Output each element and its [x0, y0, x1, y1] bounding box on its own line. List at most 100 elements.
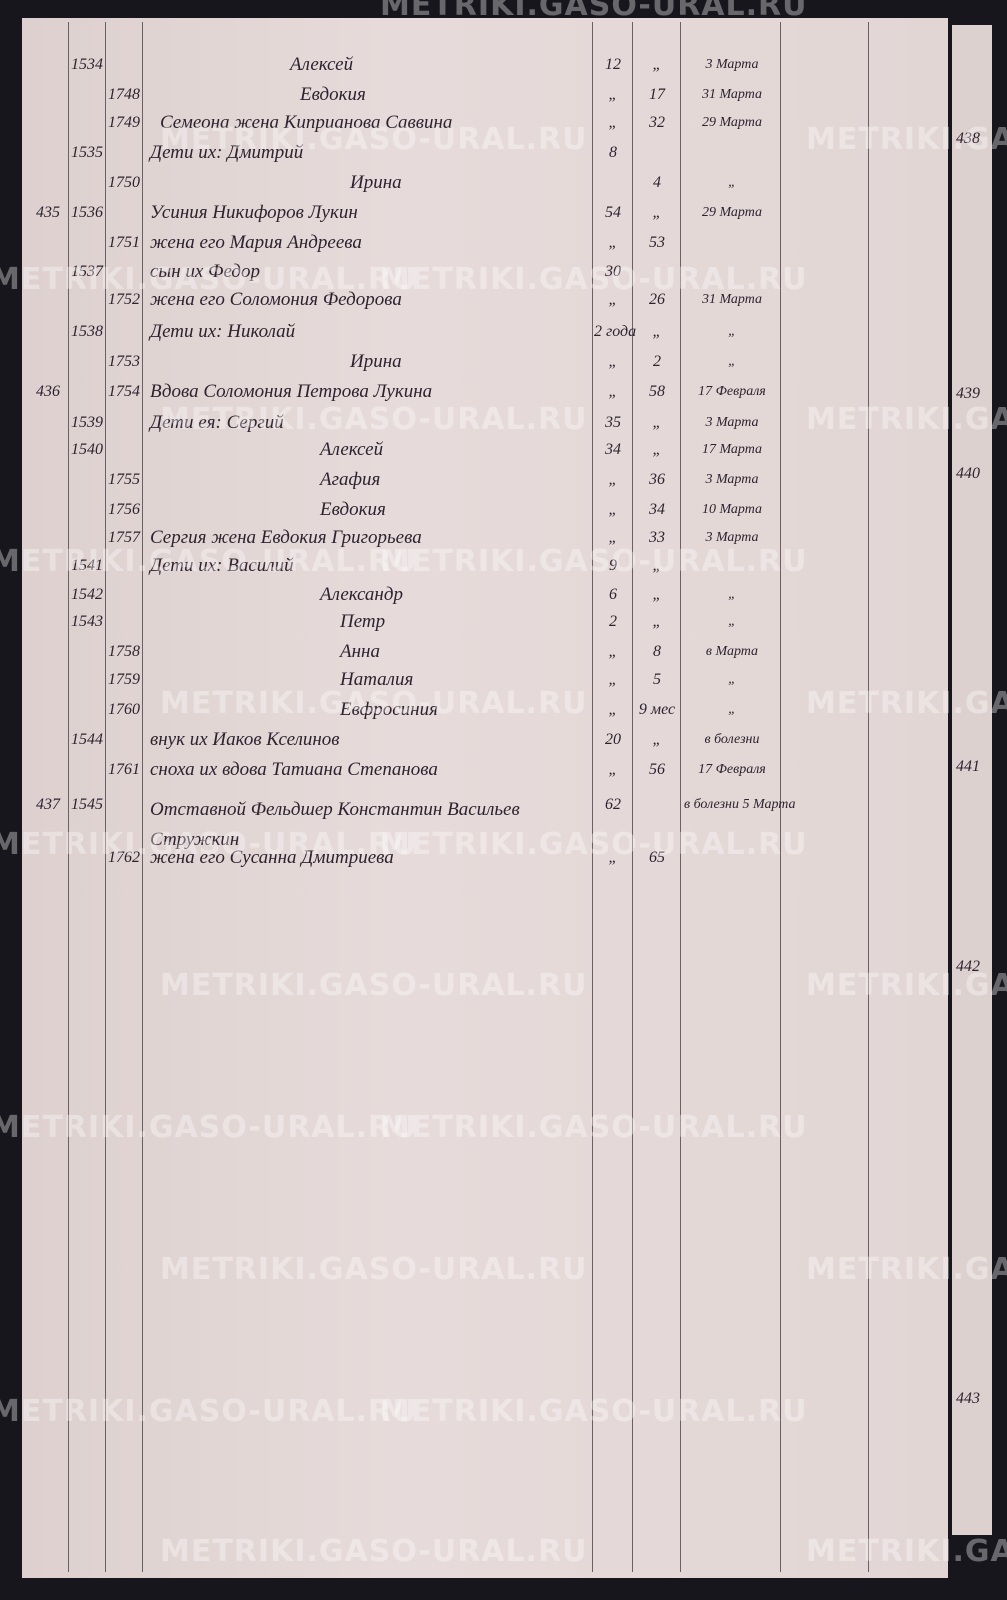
date: в Марта: [705, 644, 759, 659]
female-age: „: [652, 441, 662, 458]
male-age: 20: [605, 731, 621, 748]
watermark: METRIKI.GASO-URAL.RU: [0, 1394, 418, 1429]
page-number: 443: [956, 1390, 980, 1407]
male-no: 1539: [71, 414, 103, 431]
watermark: METRIKI.GASO-URAL.RU: [806, 402, 1007, 437]
female-no: 1760: [108, 701, 140, 718]
female-no: 1751: [108, 234, 140, 251]
date: 29 Марта: [701, 205, 763, 220]
entry-name: Евдокия: [300, 84, 366, 105]
male-age: 6: [609, 586, 617, 603]
female-age: 65: [649, 849, 665, 866]
watermark: METRIKI.GASO-URAL.RU: [806, 1252, 1007, 1287]
watermark: METRIKI.GASO-URAL.RU: [806, 1534, 1007, 1569]
date: 17 Марта: [701, 442, 763, 457]
date: 3 Марта: [705, 530, 759, 545]
watermark: METRIKI.GASO-URAL.RU: [380, 262, 808, 297]
entry-name: Александр: [320, 584, 403, 605]
male-age: „: [608, 86, 618, 103]
date: 10 Марта: [701, 502, 763, 517]
entry-name: Ирина: [350, 351, 402, 372]
date: „: [728, 354, 736, 369]
column-rule: [780, 22, 781, 1572]
female-age: 5: [653, 671, 661, 688]
page-number: 440: [956, 465, 980, 482]
entry-name: Алексей: [290, 54, 354, 75]
entry-name: сноха их вдова Татиана Степанова: [150, 759, 438, 780]
female-no: 1748: [108, 86, 140, 103]
page-number: 438: [956, 130, 980, 147]
date: в болезни 5 Марта: [684, 797, 796, 812]
entry-name: Алексей: [320, 439, 384, 460]
outer: 435: [36, 204, 60, 221]
entry-name: Отставной Фельдшер Константин Васильев С…: [150, 799, 520, 850]
female-no: 1754: [108, 383, 140, 400]
date: 3 Марта: [705, 415, 759, 430]
date: „: [728, 614, 736, 629]
date: 17 Февраля: [698, 384, 766, 399]
column-rule: [142, 22, 143, 1572]
male-age: „: [608, 761, 618, 778]
entry-name: Вдова Соломония Петрова Лукина: [150, 381, 433, 402]
watermark: METRIKI.GASO-URAL.RU: [380, 827, 808, 862]
column-rule: [105, 22, 106, 1572]
entry-name: внук их Иаков Кселинов: [150, 729, 340, 750]
outer: 437: [36, 796, 60, 813]
entry-name: жена его Сусанна Дмитриева: [150, 847, 394, 868]
page-number: 442: [956, 958, 980, 975]
female-age: „: [652, 586, 662, 603]
male-no: 1537: [71, 263, 103, 280]
entry-name: Дети их: Николай: [150, 321, 296, 342]
entry-name: Дети ея: Сергий: [150, 412, 284, 433]
female-age: „: [652, 323, 662, 340]
male-age: 9: [609, 557, 617, 574]
entry-name: Анна: [340, 641, 380, 662]
female-no: 1756: [108, 501, 140, 518]
entry-name: Петр: [340, 611, 386, 632]
male-age: „: [608, 234, 618, 251]
female-age: 17: [649, 86, 665, 103]
date: „: [728, 324, 736, 339]
watermark: METRIKI.GASO-URAL.RU: [380, 1110, 808, 1145]
date: 29 Марта: [701, 115, 763, 130]
male-no: 1541: [71, 557, 103, 574]
male-age: „: [608, 383, 618, 400]
male-age: „: [608, 529, 618, 546]
date: 17 Февраля: [698, 762, 766, 777]
date: „: [728, 702, 736, 717]
watermark: METRIKI.GASO-URAL.RU: [160, 1252, 588, 1287]
female-no: 1757: [108, 529, 140, 546]
female-no: 1762: [108, 849, 140, 866]
female-age: 53: [649, 234, 665, 251]
male-age: 54: [605, 204, 621, 221]
next-page: [952, 25, 992, 1535]
male-age: „: [608, 849, 618, 866]
page-number: 441: [956, 758, 980, 775]
entry-name: Ирина: [350, 172, 402, 193]
male-no: 1538: [71, 323, 103, 340]
female-age: „: [652, 56, 662, 73]
watermark: METRIKI.GASO-URAL.RU: [380, 544, 808, 579]
male-age: „: [608, 353, 618, 370]
female-age: 34: [649, 501, 665, 518]
male-age: 2 года: [594, 323, 637, 340]
female-age: 36: [649, 471, 665, 488]
female-age: 8: [653, 643, 661, 660]
date: 31 Марта: [701, 87, 763, 102]
column-rule: [592, 22, 593, 1572]
watermark: METRIKI.GASO-URAL.RU: [806, 686, 1007, 721]
entry-name: жена его Соломония Федорова: [150, 289, 402, 310]
entry-name: жена его Мария Андреева: [150, 232, 362, 253]
female-age: 9 мес: [638, 701, 676, 718]
date: 31 Марта: [701, 292, 763, 307]
male-no: 1542: [71, 586, 103, 603]
female-age: 4: [653, 174, 661, 191]
female-no: 1761: [108, 761, 140, 778]
watermark: METRIKI.GASO-URAL.RU: [160, 402, 588, 437]
watermark: METRIKI.GASO-URAL.RU: [806, 122, 1007, 157]
male-age: 35: [605, 414, 621, 431]
watermark: METRIKI.GASO-URAL.RU: [806, 968, 1007, 1003]
male-age: 12: [605, 56, 621, 73]
watermark: METRIKI.GASO-URAL.RU: [0, 827, 418, 862]
